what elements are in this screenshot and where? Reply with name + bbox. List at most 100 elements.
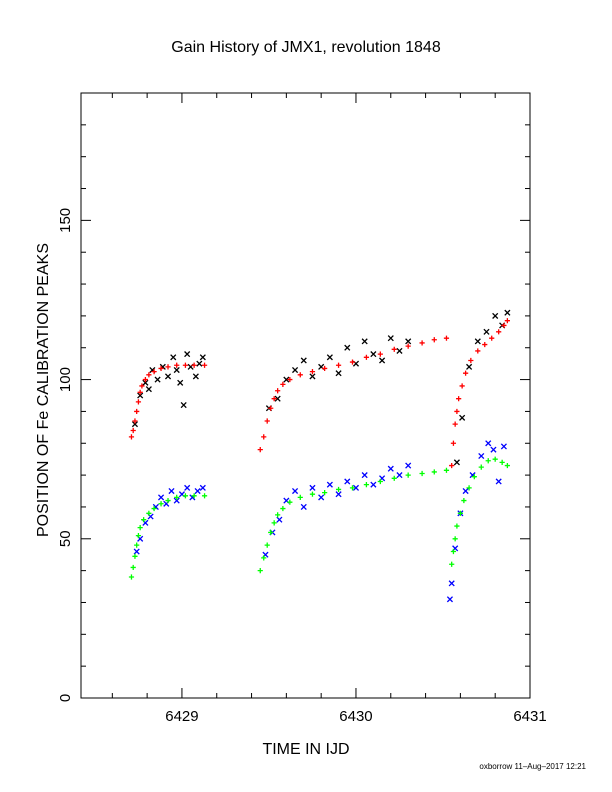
fit-point <box>261 555 267 561</box>
fit-point <box>322 365 328 372</box>
data-point <box>173 497 180 504</box>
data-point <box>154 376 161 383</box>
fit-point <box>478 464 484 470</box>
x-axis-label: TIME IN IJD <box>262 741 349 758</box>
fit-point <box>485 458 491 464</box>
fit-point <box>134 408 140 415</box>
fit-point <box>257 568 263 574</box>
data-point <box>335 370 342 377</box>
fit-point <box>496 329 502 335</box>
fit-point <box>165 497 171 504</box>
data-point <box>485 440 492 447</box>
data-point <box>361 472 368 479</box>
data-point <box>335 491 342 498</box>
data-point <box>291 487 299 495</box>
data-point <box>173 366 180 374</box>
y-axis-label: POSITION OF Fe CALIBRATION PEAKS <box>35 243 52 537</box>
data-point <box>168 487 175 495</box>
data-point <box>137 392 144 399</box>
fit-point <box>349 485 356 491</box>
data-point <box>300 503 307 511</box>
data-point <box>133 548 140 555</box>
fit-point <box>443 467 450 473</box>
fit-point <box>504 462 510 469</box>
data-point <box>396 472 403 479</box>
data-point <box>500 443 507 450</box>
fit-point <box>391 346 397 352</box>
data-point <box>352 484 360 491</box>
fit-point <box>130 427 136 434</box>
fit-point <box>499 459 505 465</box>
data-point <box>370 351 377 358</box>
data-point <box>300 357 307 364</box>
fit-point <box>459 383 465 389</box>
fit-point <box>137 525 143 531</box>
data-point <box>283 376 290 383</box>
data-point <box>157 494 165 501</box>
data-point <box>318 494 325 501</box>
fit-point <box>452 536 458 542</box>
fit-point <box>466 485 472 491</box>
data-point <box>164 373 172 380</box>
data-point <box>396 347 403 354</box>
fit-point <box>201 362 208 368</box>
fit-point <box>201 493 208 499</box>
data-point <box>199 354 206 361</box>
fit-point <box>461 497 467 504</box>
fit-point <box>151 505 157 512</box>
fit-point <box>405 343 411 349</box>
plot-frame <box>80 92 531 699</box>
fit-point <box>280 505 286 512</box>
fit-point <box>158 365 164 372</box>
fit-point <box>363 482 370 488</box>
fit-point <box>501 322 507 329</box>
data-point <box>177 379 184 386</box>
fit-point <box>471 474 477 480</box>
data-point <box>326 354 333 361</box>
fit-point <box>271 396 277 402</box>
data-point <box>387 335 394 342</box>
fit-point <box>309 369 316 375</box>
fit-point <box>134 542 140 548</box>
series-low-fit <box>128 456 510 580</box>
fit-point <box>363 354 370 360</box>
data-point <box>478 452 485 460</box>
data-point <box>274 395 281 402</box>
fit-point <box>142 376 148 383</box>
fit-point <box>449 561 455 567</box>
fit-point <box>431 337 437 343</box>
fit-point <box>132 553 138 559</box>
fit-point <box>151 369 157 375</box>
x-tick-label: 6431 <box>513 708 546 725</box>
data-point <box>483 328 490 335</box>
fit-point <box>450 548 457 555</box>
data-point <box>462 487 469 495</box>
data-point <box>192 373 199 380</box>
fit-point <box>377 351 383 357</box>
fit-point <box>452 421 458 427</box>
fit-point <box>463 370 469 376</box>
series-high-fit <box>128 318 510 469</box>
y-tick-label: 150 <box>57 208 74 233</box>
fit-point <box>191 362 197 368</box>
fit-point <box>297 372 303 378</box>
data-point <box>196 360 203 367</box>
data-point <box>276 516 283 523</box>
fit-point <box>275 388 281 394</box>
series-low-data <box>133 440 507 603</box>
fit-point <box>275 512 281 518</box>
fit-point <box>158 501 164 507</box>
fit-point <box>475 348 481 354</box>
fit-point <box>128 574 135 580</box>
fit-point <box>257 447 263 453</box>
data-point <box>405 462 412 469</box>
fit-point <box>297 494 303 500</box>
fit-point <box>335 486 342 493</box>
fit-point <box>391 475 397 481</box>
data-point <box>309 484 316 491</box>
fit-point <box>271 520 277 526</box>
fit-point <box>191 493 197 499</box>
data-point <box>344 344 351 351</box>
fit-point <box>137 389 143 395</box>
